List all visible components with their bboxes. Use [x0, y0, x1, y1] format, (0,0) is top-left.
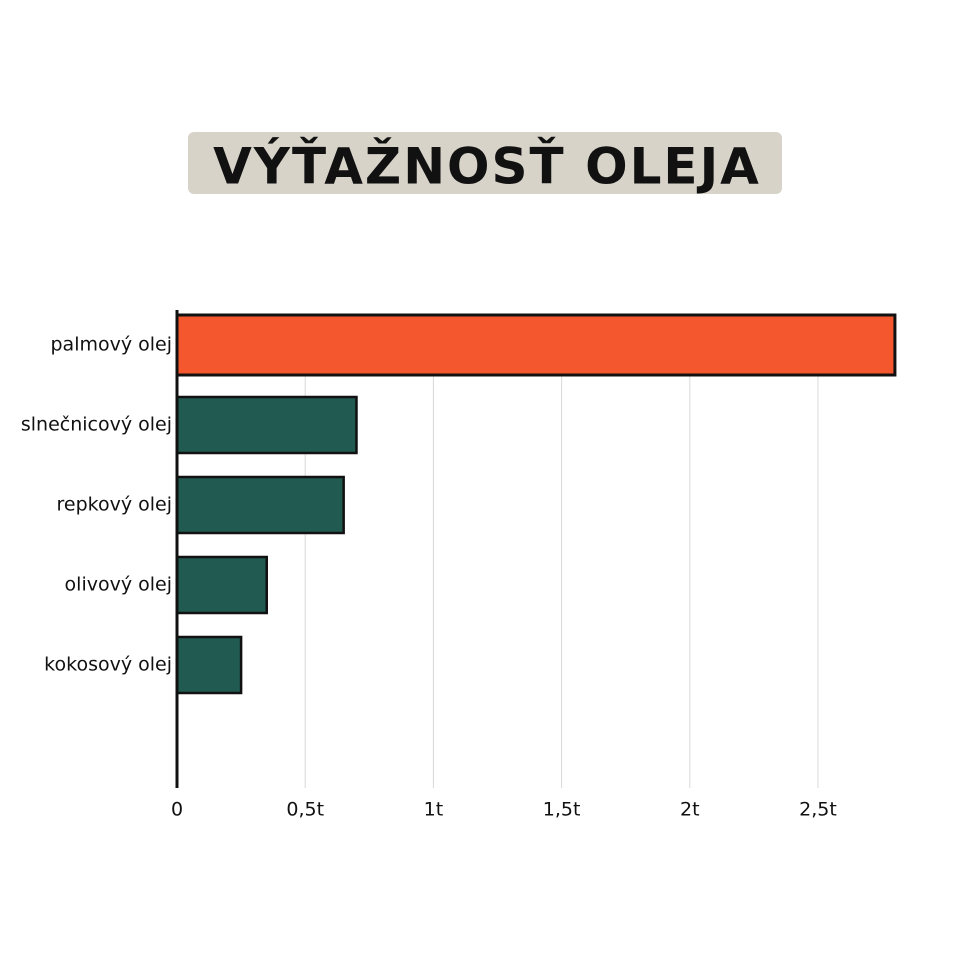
y-tick-label: repkový olej	[57, 494, 173, 516]
x-tick-label: 1,5t	[543, 799, 581, 821]
x-tick-label: 2,5t	[799, 799, 837, 821]
y-tick-label: kokosový olej	[44, 654, 172, 676]
y-tick-label: palmový olej	[50, 334, 172, 356]
x-tick-label: 2t	[680, 799, 700, 821]
bar	[175, 313, 897, 377]
bar	[175, 395, 358, 455]
x-tick-label: 0	[171, 799, 183, 821]
bar	[175, 555, 268, 615]
x-tick-label: 0,5t	[286, 799, 324, 821]
bar	[175, 475, 345, 535]
y-tick-label: slnečnicový olej	[21, 414, 172, 436]
title-highlight	[188, 132, 782, 194]
bar	[175, 635, 243, 695]
x-tick-label: 1t	[424, 799, 444, 821]
y-tick-label: olivový olej	[65, 574, 172, 596]
chart-title: VÝŤAŽNOSŤ OLEJA	[213, 137, 761, 196]
